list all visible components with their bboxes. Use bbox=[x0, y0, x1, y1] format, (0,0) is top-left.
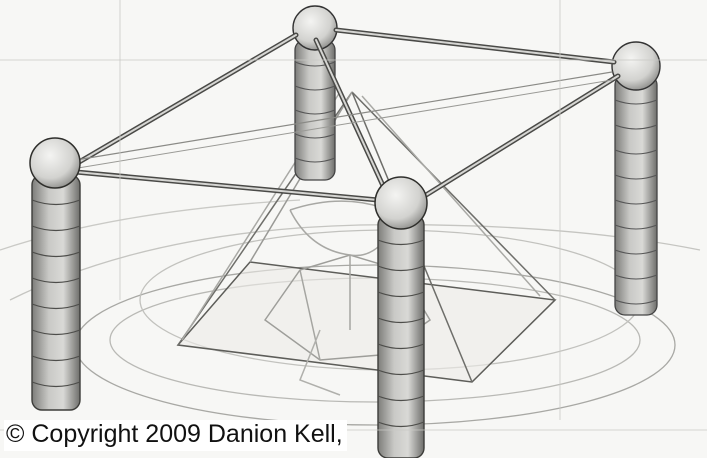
column-front-left bbox=[29, 137, 81, 411]
connecting-rods bbox=[71, 27, 621, 203]
column-front-right bbox=[374, 176, 428, 458]
copyright-caption: © Copyright 2009 Danion Kell, bbox=[4, 420, 347, 451]
column-back-right bbox=[611, 41, 661, 316]
column-back-left bbox=[292, 5, 338, 181]
pyramid bbox=[176, 91, 557, 396]
